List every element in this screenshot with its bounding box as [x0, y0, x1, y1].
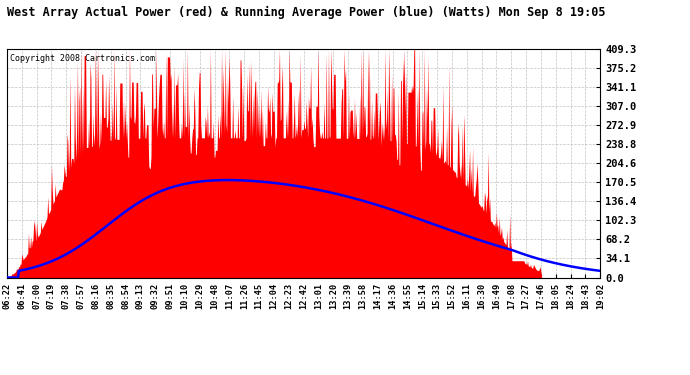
Text: Copyright 2008 Cartronics.com: Copyright 2008 Cartronics.com — [10, 54, 155, 63]
Text: West Array Actual Power (red) & Running Average Power (blue) (Watts) Mon Sep 8 1: West Array Actual Power (red) & Running … — [7, 6, 605, 19]
